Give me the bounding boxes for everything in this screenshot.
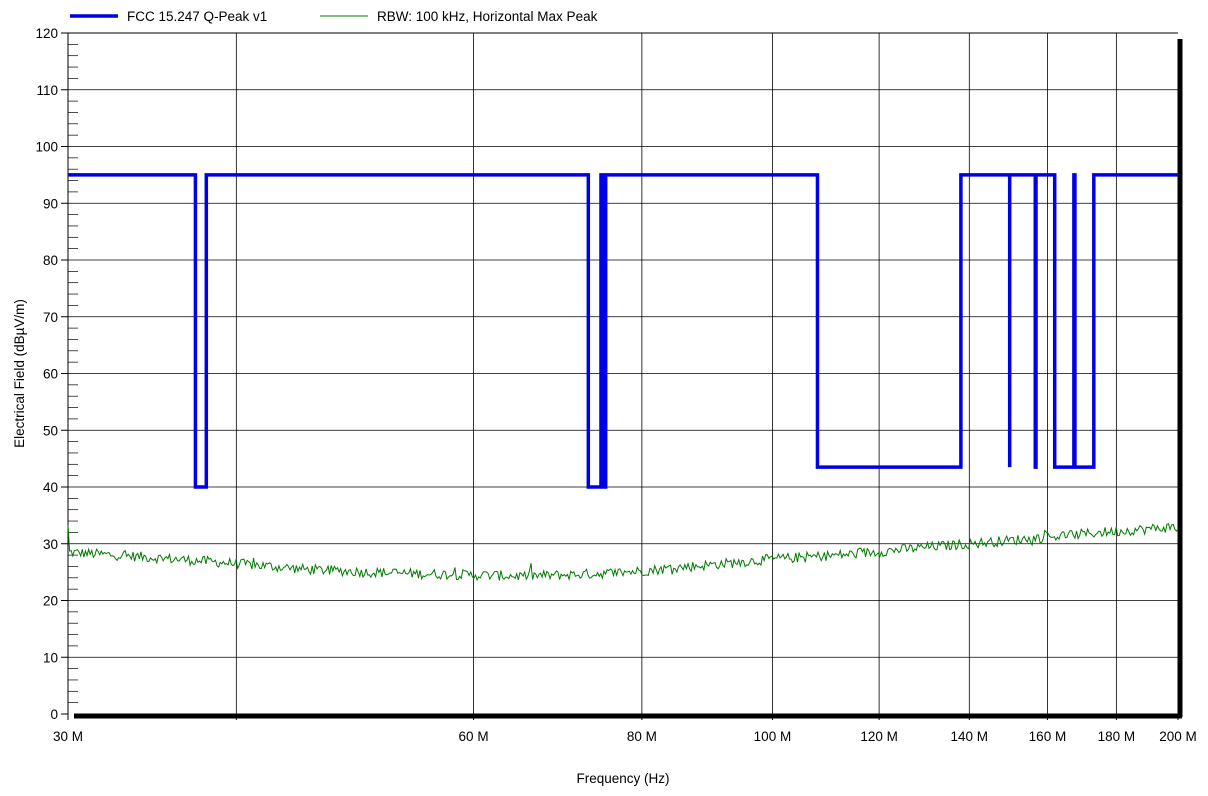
x-axis-title: Frequency (Hz) — [576, 771, 669, 786]
x-tick-label: 200 M — [1159, 729, 1197, 744]
x-tick-label: 160 M — [1029, 729, 1067, 744]
y-tick-label: 0 — [50, 707, 58, 722]
x-tick-label: 100 M — [754, 729, 792, 744]
y-tick-label: 110 — [36, 83, 58, 98]
legend-label-measurement: RBW: 100 kHz, Horizontal Max Peak — [377, 9, 598, 24]
x-tick-label: 180 M — [1098, 729, 1136, 744]
y-tick-label: 60 — [43, 367, 58, 382]
measurement-trace — [67, 523, 1179, 582]
x-tick-label: 140 M — [951, 729, 989, 744]
limit-line — [68, 173, 1178, 489]
x-tick-label: 60 M — [459, 729, 489, 744]
y-tick-label: 30 — [43, 537, 58, 552]
y-tick-label: 70 — [43, 310, 58, 325]
y-tick-label: 80 — [43, 253, 58, 268]
x-tick-label: 30 M — [53, 729, 83, 744]
y-axis-title: Electrical Field (dBµV/m) — [12, 299, 27, 448]
y-tick-label: 10 — [43, 650, 58, 665]
legend: FCC 15.247 Q-Peak v1 RBW: 100 kHz, Horizo… — [70, 9, 598, 24]
y-tick-label: 90 — [43, 196, 58, 211]
legend-label-limit: FCC 15.247 Q-Peak v1 — [127, 9, 267, 24]
x-tick-label: 80 M — [627, 729, 657, 744]
y-tick-label: 100 — [35, 140, 58, 155]
y-tick-label: 50 — [43, 423, 58, 438]
y-tick-label: 120 — [35, 26, 58, 41]
y-tick-label: 20 — [43, 594, 58, 609]
x-tick-label: 120 M — [860, 729, 898, 744]
y-tick-label: 40 — [43, 480, 58, 495]
